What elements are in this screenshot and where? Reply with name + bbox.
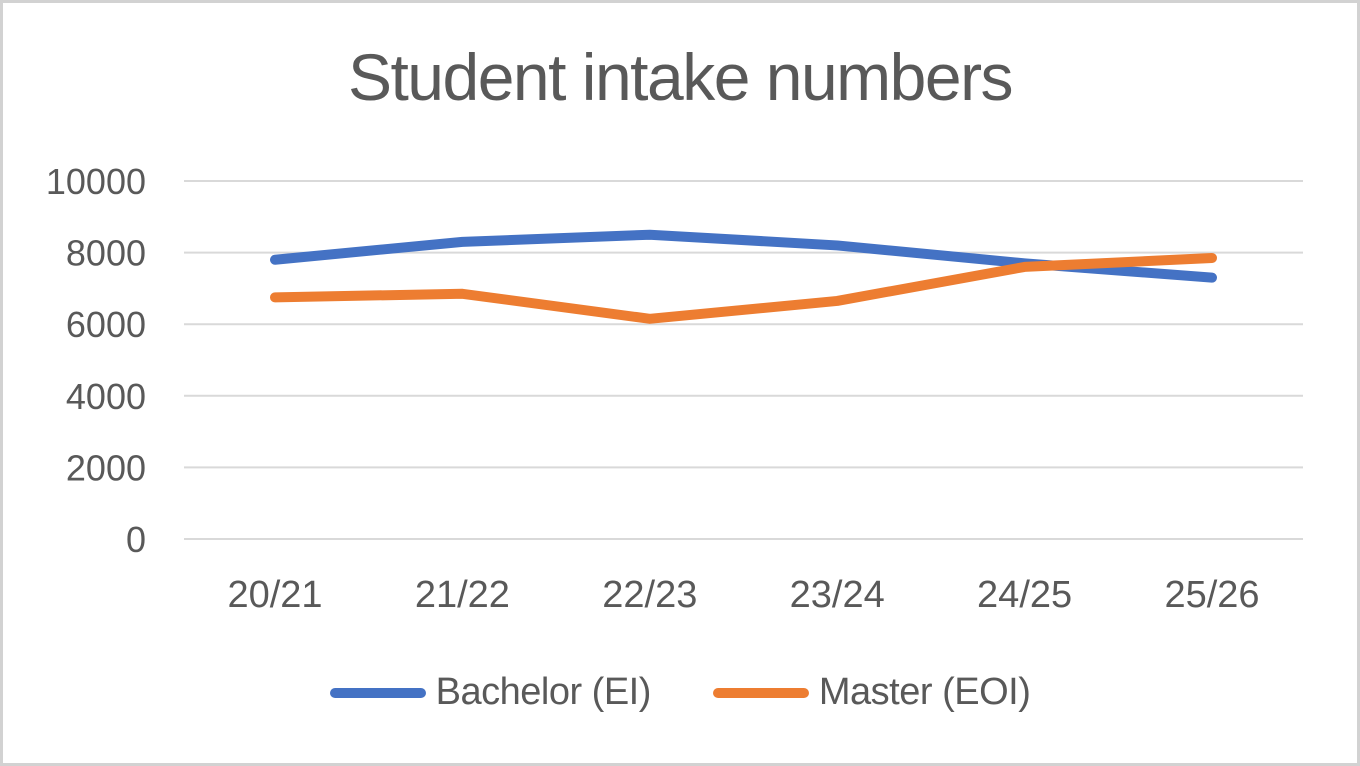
x-tick-label: 22/23 [602,574,697,616]
x-tick-label: 20/21 [227,574,322,616]
x-tick-label: 25/26 [1164,574,1259,616]
legend: Bachelor (EI) Master (EOI) [3,671,1357,714]
y-tick-label: 8000 [66,233,146,274]
y-tick-label: 6000 [66,304,146,345]
legend-line-sample-bachelor [329,687,426,698]
x-tick-label: 21/22 [415,574,510,616]
legend-item-bachelor: Bachelor (EI) [329,671,652,714]
y-tick-label: 10000 [46,161,146,202]
legend-line-sample-master [712,687,809,698]
series-line-master-eoi [270,252,1217,324]
x-tick-label: 23/24 [790,574,885,616]
y-tick-label: 0 [126,519,146,560]
y-tick-label: 2000 [66,447,146,488]
chart-title: Student intake numbers [347,40,1014,114]
legend-label-bachelor: Bachelor (EI) [435,671,652,713]
legend-item-master: Master (EOI) [712,671,1031,714]
y-tick-label: 4000 [66,376,146,417]
x-tick-label: 24/25 [977,574,1072,616]
series-line-bachelor-ei [270,229,1217,283]
legend-label-master: Master (EOI) [818,671,1031,713]
